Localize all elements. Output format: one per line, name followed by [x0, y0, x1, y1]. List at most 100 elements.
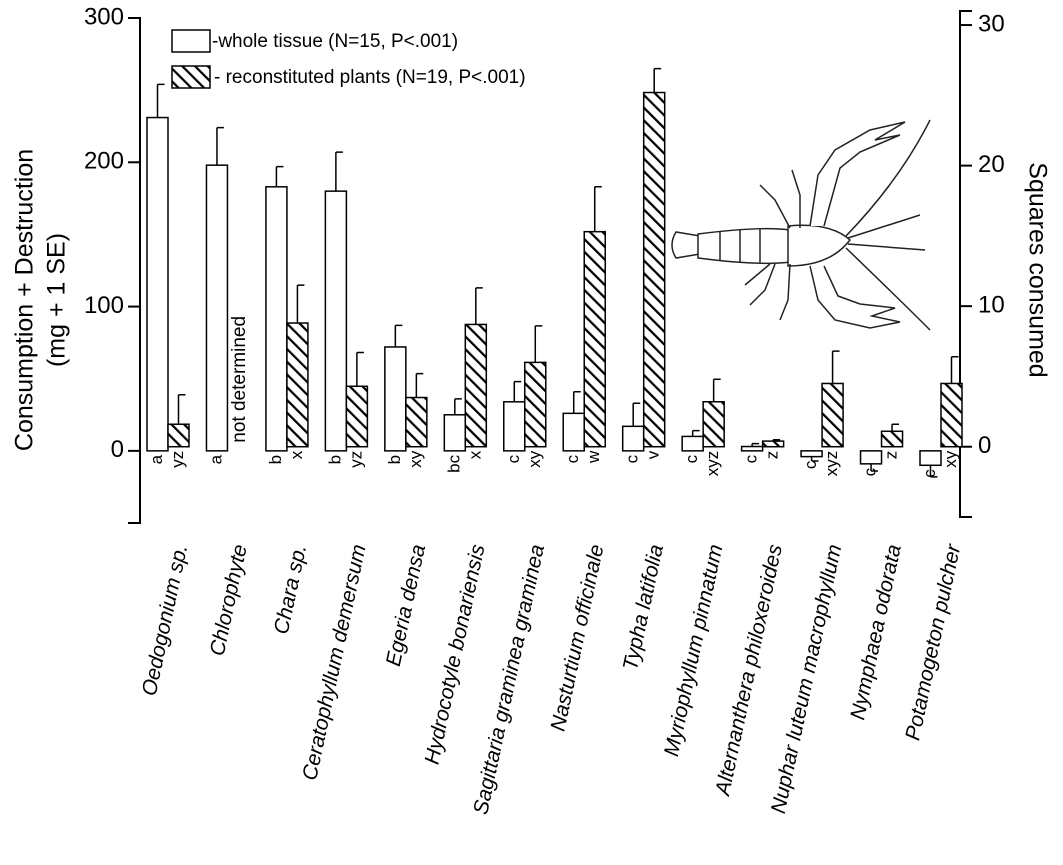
group-letter: c — [504, 454, 523, 463]
error-bar — [454, 398, 462, 415]
y-tick-label: 200 — [84, 148, 124, 175]
group-letter: z — [882, 451, 901, 460]
x-tick-label: Alternanthera philoxeroides — [711, 542, 787, 799]
group-letter: c — [742, 454, 761, 463]
bar — [205, 164, 229, 452]
bar — [859, 450, 883, 465]
group-letter: c — [801, 460, 820, 469]
bar — [919, 450, 942, 467]
bar — [345, 385, 369, 448]
legend-label: - reconstituted plants (N=19, P<.001) — [214, 67, 526, 88]
error-bar — [216, 126, 224, 166]
error-bar — [275, 165, 284, 187]
x-tick-label: Ceratophyllum demersum — [298, 542, 370, 782]
annotation: not determined — [229, 316, 250, 443]
error-bar — [929, 465, 938, 478]
bar — [702, 400, 725, 448]
error-bar — [831, 350, 840, 384]
x-tick-label: Potamogeton pulcher — [901, 541, 965, 742]
bar — [761, 440, 785, 448]
error-bar — [891, 423, 900, 432]
x-tick-label: Typha latifolia — [619, 542, 668, 672]
x-tick-label: Egeria densa — [382, 542, 430, 668]
x-tick-label: Nasturtium officinale — [546, 542, 608, 733]
error-bar — [751, 442, 760, 447]
error-bar — [513, 380, 522, 402]
group-letter: c — [920, 469, 939, 478]
x-tick-label: Chlorophyte — [206, 542, 252, 658]
y-tick-label: 300 — [84, 3, 124, 30]
error-bar — [772, 438, 781, 442]
bar — [405, 396, 428, 448]
error-bar — [475, 287, 483, 325]
group-letter: b — [266, 455, 285, 464]
bar — [524, 361, 547, 448]
bar — [286, 322, 309, 448]
legend-label: -whole tissue (N=15, P<.001) — [212, 31, 458, 52]
bar — [940, 382, 963, 448]
group-letter: xy — [525, 450, 544, 468]
error-bar — [177, 393, 186, 425]
group-letter: xy — [406, 450, 425, 468]
y2-tick-label: 30 — [978, 10, 1005, 37]
bar — [503, 401, 526, 452]
group-letter: xyz — [703, 451, 722, 477]
y2-tick-label: 20 — [978, 151, 1005, 178]
group-letter: yz — [346, 451, 365, 468]
bar — [443, 414, 467, 452]
bar — [621, 425, 645, 452]
error-bar — [415, 372, 424, 398]
bar — [265, 186, 288, 452]
error-bar — [335, 151, 343, 192]
error-bar — [593, 185, 602, 232]
y-axis-label: Consumption + Destruction — [11, 149, 39, 451]
error-bar — [632, 402, 641, 427]
error-bar — [653, 67, 662, 93]
x-tick-label: Hydrocotyle bonariensis — [421, 542, 490, 766]
group-letter: a — [147, 454, 166, 464]
error-bar — [156, 83, 165, 118]
x-tick-label: Chara sp. — [270, 542, 311, 636]
legend-swatch — [171, 65, 211, 89]
y2-axis — [959, 10, 972, 518]
bar — [167, 423, 190, 448]
group-letter: c — [861, 467, 880, 476]
y2-tick-label: 0 — [978, 432, 991, 459]
group-letter: c — [563, 454, 582, 463]
bar — [324, 190, 348, 452]
bar — [464, 323, 488, 448]
group-letter: a — [206, 454, 225, 464]
error-bar — [572, 390, 581, 414]
group-letter: z — [763, 451, 782, 460]
group-letter: x — [465, 450, 484, 459]
y-axis-label: (mg + 1 SE) — [43, 233, 71, 367]
y2-tick-label: 10 — [978, 292, 1005, 319]
bar — [800, 450, 823, 458]
bar — [384, 346, 407, 452]
y2-axis-label: Squares consumed — [1023, 162, 1051, 377]
bar — [146, 116, 169, 452]
error-bar — [810, 456, 819, 462]
legend-swatch — [171, 29, 211, 53]
bar — [681, 435, 704, 452]
error-bar — [296, 284, 305, 324]
bar — [642, 91, 666, 448]
group-letter: xy — [941, 450, 960, 468]
bar — [583, 230, 606, 448]
x-tick-label: Myriophyllum pinnatum — [660, 542, 727, 758]
bar — [821, 382, 844, 448]
error-bar — [870, 463, 879, 472]
group-letter: b — [325, 455, 344, 464]
error-bar — [712, 378, 721, 402]
x-tick-label: Oedogonium sp. — [138, 542, 193, 698]
bar — [740, 445, 764, 452]
bar — [880, 430, 904, 448]
x-tick-label: Nymphaea odorata — [846, 542, 906, 722]
group-letter: b — [385, 455, 404, 464]
group-letter: w — [584, 450, 603, 464]
group-letter: c — [623, 454, 642, 463]
y-axis — [128, 17, 141, 524]
group-letter: xyz — [822, 451, 841, 477]
error-bar — [394, 324, 403, 347]
